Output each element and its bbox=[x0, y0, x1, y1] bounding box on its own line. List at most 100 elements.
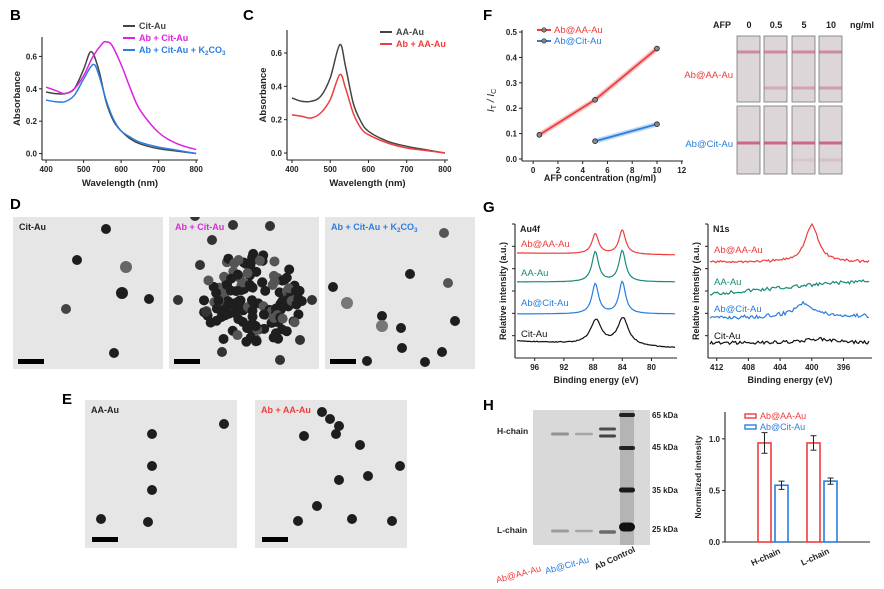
test-strip bbox=[791, 35, 816, 103]
l-chain-band bbox=[599, 530, 616, 534]
nanoparticle bbox=[296, 296, 307, 307]
subscript: 2 bbox=[205, 50, 209, 57]
nanoparticle bbox=[443, 278, 453, 288]
tem-background bbox=[255, 400, 407, 548]
x-tick-label: 700 bbox=[152, 165, 166, 174]
x-tick-label: 800 bbox=[438, 165, 452, 174]
scale-bar bbox=[330, 359, 356, 364]
y-tick-label: 0.0 bbox=[506, 155, 518, 164]
y-tick-label: 0.6 bbox=[271, 49, 283, 58]
row-label: L-chain bbox=[497, 525, 527, 535]
nanoparticle bbox=[260, 285, 271, 296]
nanoparticle bbox=[295, 335, 305, 345]
x-axis-label: Wavelength (nm) bbox=[82, 178, 158, 189]
nanoparticle bbox=[312, 501, 322, 511]
x-axis-label: AFP concentration (ng/ml) bbox=[544, 173, 656, 183]
nanoparticle bbox=[450, 316, 460, 326]
x-tick-label: 400 bbox=[39, 165, 53, 174]
test-strip bbox=[736, 105, 761, 175]
strip-row-label: Ab@AA-Au bbox=[684, 70, 733, 81]
nanoparticle bbox=[101, 224, 111, 234]
legend-swatch bbox=[744, 413, 757, 419]
x-tick-label: 10 bbox=[653, 166, 662, 175]
panel-label-H: H bbox=[483, 397, 494, 414]
nanoparticle bbox=[247, 282, 258, 293]
nanoparticle bbox=[120, 261, 132, 273]
y-tick-label: 0.1 bbox=[506, 130, 518, 139]
unit-label: ng/ml bbox=[850, 20, 874, 30]
nanoparticle bbox=[219, 419, 229, 429]
test-strip bbox=[791, 105, 816, 175]
series-line bbox=[291, 73, 445, 154]
concentration-label: 10 bbox=[826, 20, 836, 30]
strip-body bbox=[763, 105, 788, 175]
strip-body bbox=[763, 35, 788, 103]
nanoparticle bbox=[334, 421, 344, 431]
row-label: H-chain bbox=[497, 426, 528, 436]
nanoparticle bbox=[96, 514, 106, 524]
test-strip bbox=[763, 35, 788, 103]
bar bbox=[757, 442, 772, 543]
nanoparticle bbox=[147, 429, 157, 439]
nanoparticle bbox=[275, 355, 285, 365]
lane-label: Ab@AA-Au bbox=[495, 563, 542, 585]
ladder-band bbox=[619, 413, 635, 417]
text-part: / I bbox=[486, 94, 497, 105]
x-tick-label: 92 bbox=[559, 363, 568, 372]
nanoparticle bbox=[205, 317, 216, 328]
series-label: Ab@AA-Au bbox=[714, 245, 763, 256]
nanoparticle bbox=[281, 272, 292, 283]
marker-label: 25 kDa bbox=[652, 525, 678, 534]
strip-body bbox=[818, 35, 843, 103]
x-tick-label: 400 bbox=[805, 363, 819, 372]
nanoparticle bbox=[376, 320, 388, 332]
x-tick-label: 6 bbox=[605, 166, 610, 175]
legend-label: Ab + AA-Au bbox=[396, 39, 446, 49]
nanoparticle bbox=[199, 295, 210, 306]
subscript: 3 bbox=[222, 50, 226, 57]
subscript: T bbox=[491, 104, 498, 109]
data-point bbox=[592, 97, 598, 103]
x-tick-label: 600 bbox=[114, 165, 128, 174]
nanoparticle bbox=[387, 516, 397, 526]
concentration-label: 5 bbox=[801, 20, 806, 30]
nanoparticle bbox=[222, 300, 233, 311]
x-axis-label: Binding energy (eV) bbox=[747, 375, 832, 385]
nanoparticle bbox=[228, 220, 238, 230]
y-tick-label: 0.2 bbox=[26, 117, 38, 126]
nanoparticle bbox=[289, 317, 300, 328]
ladder-band bbox=[619, 446, 635, 450]
x-tick-label: 412 bbox=[710, 363, 724, 372]
y-tick-label: 0.2 bbox=[506, 104, 518, 113]
legend-swatch bbox=[744, 424, 757, 430]
nanoparticle bbox=[211, 303, 222, 314]
nanoparticle bbox=[147, 485, 157, 495]
nanoparticle bbox=[277, 313, 288, 324]
spectrum-line bbox=[516, 229, 676, 256]
control-line bbox=[819, 50, 842, 54]
nanoparticle bbox=[291, 285, 302, 296]
nanoparticle bbox=[405, 269, 415, 279]
nanoparticle bbox=[254, 255, 265, 266]
spectrum-line bbox=[709, 300, 870, 320]
nanoparticle bbox=[328, 282, 338, 292]
ladder-band bbox=[619, 487, 635, 493]
series-label: AA-Au bbox=[714, 277, 741, 288]
nanoparticle bbox=[116, 287, 128, 299]
test-strip bbox=[818, 35, 843, 103]
text-part: CO bbox=[209, 45, 223, 55]
marker-label: 45 kDa bbox=[652, 443, 678, 452]
subscript: 3 bbox=[414, 227, 418, 234]
series-label: Ab@AA-Au bbox=[521, 239, 570, 250]
legend-label: Cit-Au bbox=[139, 21, 166, 31]
tem-label: Ab + Cit-Au + K2CO3 bbox=[331, 222, 418, 234]
nanoparticle bbox=[195, 260, 205, 270]
nanoparticle bbox=[284, 264, 295, 275]
text-part: I bbox=[486, 109, 497, 112]
control-line bbox=[764, 50, 787, 54]
x-tick-label: 4 bbox=[580, 166, 585, 175]
concentration-label: 0.5 bbox=[770, 20, 783, 30]
x-tick-label: 84 bbox=[618, 363, 627, 372]
x-tick-label: 700 bbox=[400, 165, 414, 174]
